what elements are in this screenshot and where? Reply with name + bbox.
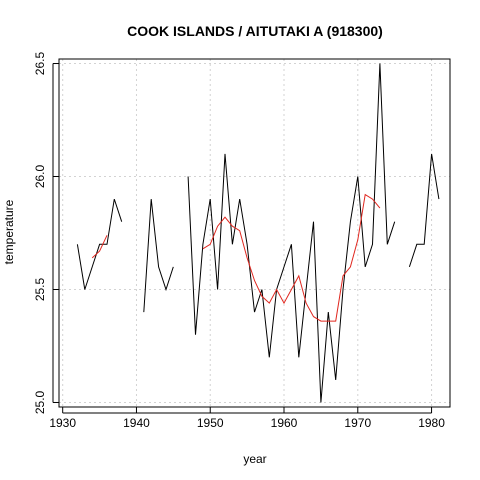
y-tick-label: 25.5: [33, 277, 47, 301]
y-axis: 25.0 25.5 26.0 26.5: [33, 52, 59, 414]
x-tick-label: 1960: [271, 416, 298, 430]
series-line-smooth: [91, 235, 108, 259]
x-tick-label: 1950: [197, 416, 224, 430]
chart-title: COOK ISLANDS / AITUTAKI A (918300): [127, 23, 383, 39]
y-tick-label: 25.0: [33, 390, 47, 414]
y-tick-label: 26.0: [33, 165, 47, 189]
series-line-raw: [187, 63, 396, 403]
x-tick-label: 1930: [49, 416, 76, 430]
x-tick-label: 1970: [344, 416, 371, 430]
series-line-raw: [76, 198, 123, 290]
grid: [59, 59, 450, 407]
x-axis: 1930 1940 1950 1960 1970 1980: [49, 407, 445, 430]
series-line-smooth: [202, 193, 381, 322]
plot-area-frame: [58, 58, 451, 408]
x-tick-label: 1940: [123, 416, 150, 430]
y-axis-label: temperature: [2, 199, 16, 264]
series-line-raw: [143, 199, 174, 313]
series-line-raw: [408, 153, 440, 268]
x-axis-label: year: [243, 452, 266, 466]
x-tick-label: 1980: [418, 416, 445, 430]
y-tick-label: 26.5: [33, 52, 47, 76]
series-group: [76, 63, 440, 403]
